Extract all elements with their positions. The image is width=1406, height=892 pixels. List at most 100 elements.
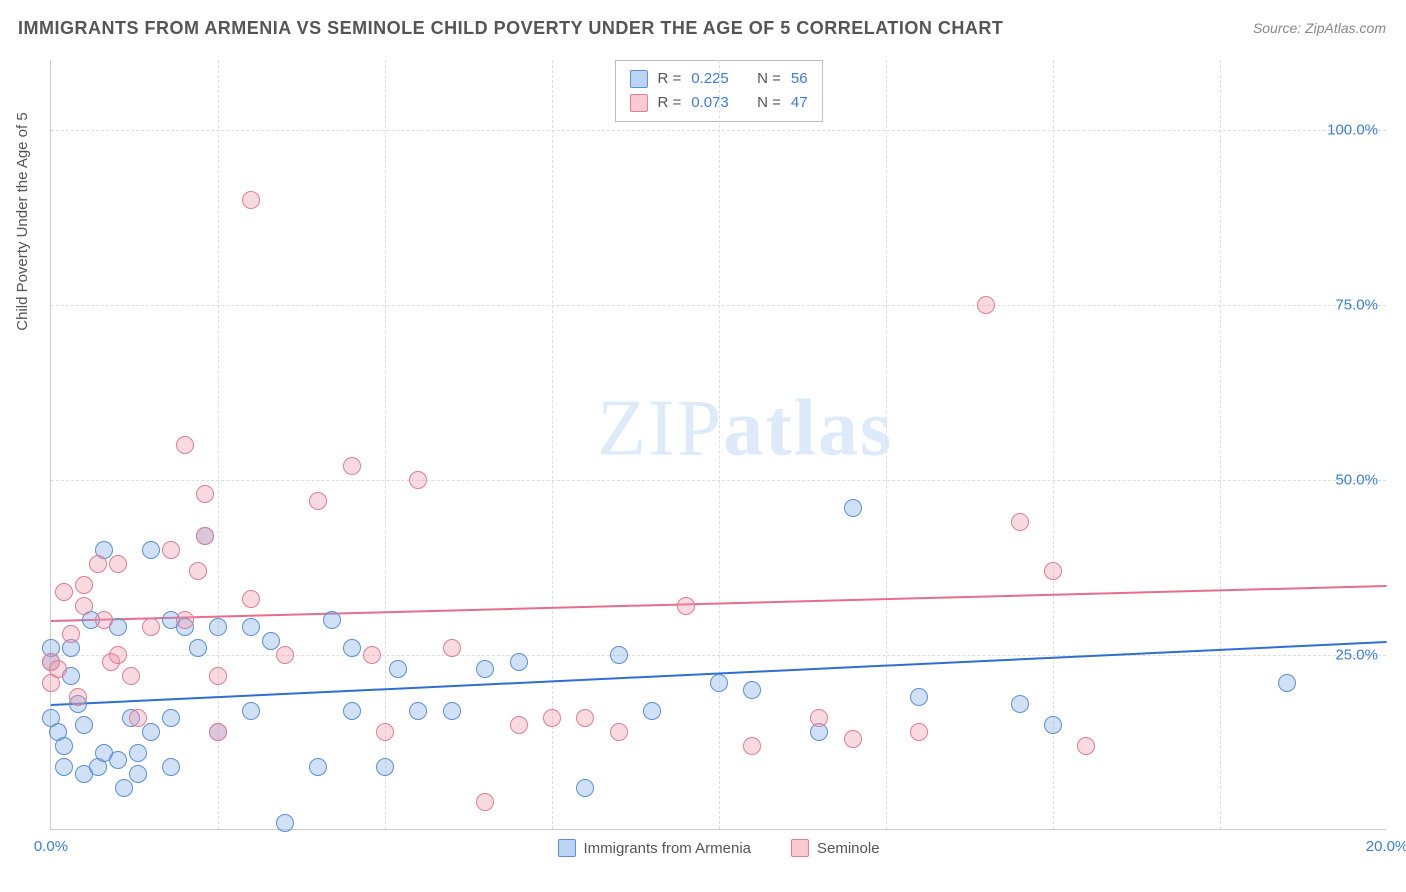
stat-n-blue: 56 [791,67,808,91]
legend: Immigrants from Armenia Seminole [557,839,879,857]
scatter-point [309,492,327,510]
watermark: ZIPatlas [597,384,893,475]
scatter-point [242,618,260,636]
x-tick-label: 0.0% [34,838,68,855]
scatter-point [610,723,628,741]
scatter-point [55,583,73,601]
scatter-point [576,709,594,727]
scatter-point [343,639,361,657]
scatter-point [1011,513,1029,531]
scatter-point [196,527,214,545]
scatter-point [129,744,147,762]
stat-r-pink: 0.073 [691,91,729,115]
scatter-point [510,653,528,671]
scatter-point [510,716,528,734]
legend-label-pink: Seminole [817,840,880,857]
scatter-point [55,737,73,755]
scatter-point [1011,695,1029,713]
legend-swatch-blue-icon [557,839,575,857]
legend-item-blue: Immigrants from Armenia [557,839,751,857]
scatter-point [242,191,260,209]
scatter-point [677,597,695,615]
scatter-point [62,625,80,643]
scatter-point [443,639,461,657]
gridline-v [1053,60,1054,829]
scatter-point [109,646,127,664]
y-tick-label: 50.0% [1335,472,1378,489]
scatter-point [343,457,361,475]
scatter-point [977,296,995,314]
x-tick-label: 20.0% [1366,838,1406,855]
stat-r-label: R = [657,67,681,91]
scatter-point [376,758,394,776]
scatter-point [89,555,107,573]
swatch-pink-icon [629,94,647,112]
scatter-point [1077,737,1095,755]
scatter-point [844,730,862,748]
scatter-point [276,646,294,664]
scatter-point [189,639,207,657]
scatter-point [576,779,594,797]
scatter-point [1044,716,1062,734]
scatter-point [262,632,280,650]
y-axis-label: Child Poverty Under the Age of 5 [14,112,31,330]
y-tick-label: 100.0% [1327,122,1378,139]
scatter-point [209,667,227,685]
gridline-v [719,60,720,829]
scatter-point [389,660,407,678]
stat-n-pink: 47 [791,91,808,115]
gridline-v [218,60,219,829]
chart-title: IMMIGRANTS FROM ARMENIA VS SEMINOLE CHIL… [18,18,1003,39]
y-tick-label: 25.0% [1335,647,1378,664]
scatter-point [176,611,194,629]
swatch-blue-icon [629,70,647,88]
source-credit: Source: ZipAtlas.com [1253,20,1386,36]
scatter-point [276,814,294,832]
scatter-point [443,702,461,720]
scatter-point [476,660,494,678]
watermark-bold: atlas [723,385,893,473]
scatter-point [209,618,227,636]
scatter-point [142,723,160,741]
scatter-point [1278,674,1296,692]
scatter-point [209,723,227,741]
legend-label-blue: Immigrants from Armenia [583,840,751,857]
scatter-point [743,737,761,755]
scatter-point [49,660,67,678]
watermark-thin: ZIP [597,385,723,473]
scatter-point [309,758,327,776]
scatter-point [75,597,93,615]
legend-swatch-pink-icon [791,839,809,857]
stat-r-label-2: R = [657,91,681,115]
scatter-point [810,709,828,727]
scatter-point [610,646,628,664]
scatter-point [129,765,147,783]
scatter-point [55,758,73,776]
scatter-point [162,541,180,559]
scatter-point [1044,562,1062,580]
scatter-point [242,702,260,720]
scatter-point [910,723,928,741]
scatter-point [109,751,127,769]
scatter-point [75,716,93,734]
scatter-point [409,471,427,489]
scatter-point [543,709,561,727]
scatter-point [162,709,180,727]
scatter-point [142,618,160,636]
scatter-point [115,779,133,797]
scatter-point [743,681,761,699]
gridline-v [385,60,386,829]
scatter-point [109,555,127,573]
stat-n-label-2: N = [757,91,781,115]
scatter-point [376,723,394,741]
y-tick-label: 75.0% [1335,297,1378,314]
scatter-point [476,793,494,811]
scatter-point [129,709,147,727]
scatter-point [710,674,728,692]
scatter-point [363,646,381,664]
plot-area: ZIPatlas R = 0.225 N = 56 R = 0.073 N = … [50,60,1386,830]
scatter-point [75,576,93,594]
gridline-v [1220,60,1221,829]
scatter-point [176,436,194,454]
scatter-point [196,485,214,503]
